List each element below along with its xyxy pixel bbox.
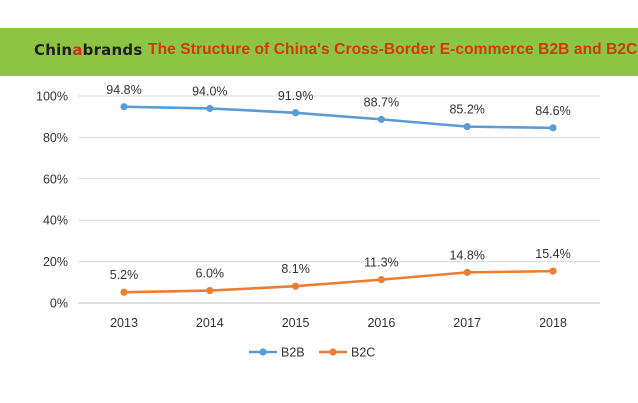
legend: B2B B2C bbox=[249, 346, 375, 360]
b2b-legend-marker bbox=[259, 348, 267, 356]
x-axis-ticks: 2013 2014 2015 2016 2017 2018 bbox=[110, 316, 567, 330]
y-axis-ticks: 0% 20% 40% 60% 80% 100% bbox=[36, 90, 68, 311]
x-tick-label: 2013 bbox=[110, 316, 138, 330]
b2c-series-line bbox=[122, 269, 555, 294]
y-tick-label: 20% bbox=[43, 255, 68, 269]
b2b-data-point bbox=[463, 123, 471, 131]
series-lines bbox=[120, 103, 557, 296]
y-tick-label: 0% bbox=[50, 297, 68, 311]
x-tick-label: 2016 bbox=[367, 316, 395, 330]
logo-suffix: brands bbox=[82, 41, 143, 59]
b2c-data-point bbox=[292, 282, 300, 290]
header-banner: Chinabrands The Structure of China's Cro… bbox=[0, 28, 638, 76]
b2b-data-point bbox=[292, 109, 300, 117]
x-tick-label: 2015 bbox=[282, 316, 310, 330]
x-tick-label: 2017 bbox=[453, 316, 481, 330]
y-tick-label: 40% bbox=[43, 214, 68, 228]
b2c-data-point bbox=[549, 267, 557, 275]
logo-highlight: a bbox=[72, 41, 83, 59]
b2b-data-label: 94.8% bbox=[106, 83, 141, 97]
b2c-legend-marker bbox=[329, 348, 337, 356]
b2c-data-point bbox=[206, 286, 214, 295]
chart-title: The Structure of China's Cross-Border E-… bbox=[148, 41, 638, 58]
b2b-legend-label: B2B bbox=[281, 346, 305, 360]
gridlines bbox=[78, 95, 600, 304]
b2c-data-label: 8.1% bbox=[281, 262, 310, 276]
b2c-data-label: 15.4% bbox=[535, 247, 570, 261]
y-tick-label: 60% bbox=[43, 172, 68, 186]
b2b-data-point bbox=[206, 104, 214, 113]
chinabrands-logo: Chinabrands bbox=[34, 41, 142, 59]
b2b-data-label: 91.9% bbox=[278, 89, 313, 103]
b2b-data-label: 85.2% bbox=[449, 103, 484, 117]
b2c-data-label: 6.0% bbox=[196, 267, 225, 281]
x-tick-label: 2018 bbox=[539, 316, 567, 330]
b2b-data-label: 84.6% bbox=[535, 104, 570, 118]
b2c-legend-label: B2C bbox=[351, 346, 375, 360]
x-tick-label: 2014 bbox=[196, 316, 224, 330]
b2c-data-label: 5.2% bbox=[110, 268, 139, 282]
data-labels: 94.8% 94.0% 91.9% 88.7% 85.2% 84.6% 5.2% 6.0% 8.… bbox=[106, 83, 570, 282]
b2c-data-label: 14.8% bbox=[449, 248, 484, 262]
b2b-data-label: 88.7% bbox=[364, 95, 399, 109]
b2b-data-point bbox=[377, 115, 385, 123]
y-tick-label: 80% bbox=[43, 131, 68, 145]
b2c-data-point bbox=[463, 268, 471, 276]
b2b-series-line bbox=[122, 105, 555, 130]
b2b-data-point bbox=[120, 103, 128, 111]
b2b-data-point bbox=[549, 124, 557, 132]
b2c-data-label: 11.3% bbox=[364, 256, 399, 270]
y-tick-label: 100% bbox=[36, 90, 68, 104]
b2c-data-point bbox=[377, 276, 385, 284]
logo-prefix: Chin bbox=[34, 41, 73, 59]
b2c-data-point bbox=[120, 288, 128, 296]
b2b-data-label: 94.0% bbox=[192, 84, 227, 98]
